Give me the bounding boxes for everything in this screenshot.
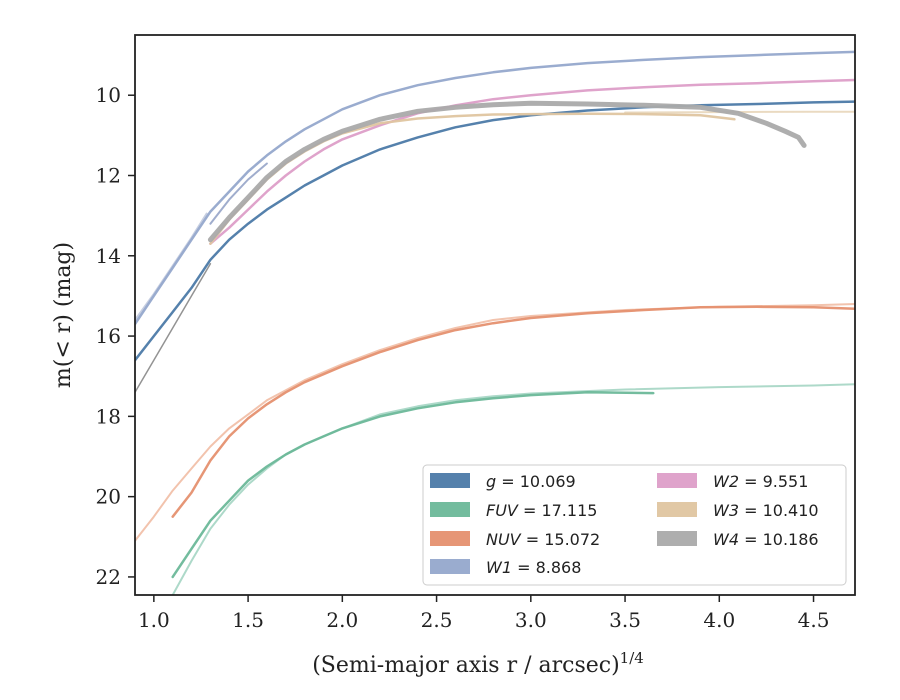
legend-entry: W2 = 9.551 [713, 472, 808, 491]
aux-curve-2 [135, 212, 208, 321]
legend-entry: W3 = 10.410 [713, 501, 819, 520]
legend-frame [422, 464, 847, 586]
y-tick-label: 12 [96, 164, 121, 188]
y-axis-label: m(< r) (mag) [51, 242, 76, 388]
curve-fuv [171, 391, 655, 579]
legend-swatch [657, 473, 697, 488]
legend-swatch [657, 502, 697, 517]
legend-swatch [430, 559, 470, 574]
curve-w3 [209, 112, 736, 245]
curve-w1 [135, 50, 855, 326]
y-tick-label: 16 [96, 324, 121, 348]
curve-g [135, 100, 855, 362]
y-axis: 10 12 14 16 18 20 22 [96, 83, 135, 589]
legend-swatch [430, 473, 470, 488]
aux-curve-5 [135, 263, 212, 394]
legend-entry: NUV = 15.072 [486, 530, 600, 549]
y-tick-label: 14 [96, 244, 121, 268]
curve-w4 [207, 100, 807, 243]
legend-entry: W4 = 10.186 [713, 530, 819, 549]
x-tick-label: 4.0 [703, 608, 735, 632]
x-axis-label: (Semi-major axis r / arcsec)1/4 [312, 649, 644, 678]
legend-entry: W1 = 8.868 [486, 558, 581, 577]
legend-entry: g = 10.069 [486, 472, 576, 491]
legend: g = 10.069 FUV = 17.115 NUV = 15.072 W1 = 8… [422, 464, 847, 586]
aux-curve-3 [209, 162, 268, 225]
aux-curve-4 [624, 110, 855, 114]
x-tick-label: 2.0 [326, 608, 358, 632]
x-tick-label: 1.0 [138, 608, 170, 632]
legend-swatch [657, 531, 697, 546]
x-tick-label: 2.5 [421, 608, 453, 632]
legend-entry: FUV = 17.115 [486, 501, 597, 520]
plot-frame [134, 34, 856, 596]
x-tick-label: 3.5 [609, 608, 641, 632]
legend-swatch [430, 531, 470, 546]
x-tick-label: 4.5 [798, 608, 830, 632]
curve-nuv [171, 305, 855, 518]
x-axis: 1.0 1.5 2.0 2.5 3.0 3.5 4.0 4.5 [138, 595, 829, 632]
y-tick-label: 10 [96, 83, 121, 107]
y-tick-label: 22 [96, 565, 121, 589]
y-tick-label: 18 [96, 404, 121, 428]
y-tick-label: 20 [96, 485, 121, 509]
legend-swatch [430, 502, 470, 517]
x-tick-label: 1.5 [232, 608, 264, 632]
x-tick-label: 3.0 [515, 608, 547, 632]
plot-area [135, 50, 855, 595]
